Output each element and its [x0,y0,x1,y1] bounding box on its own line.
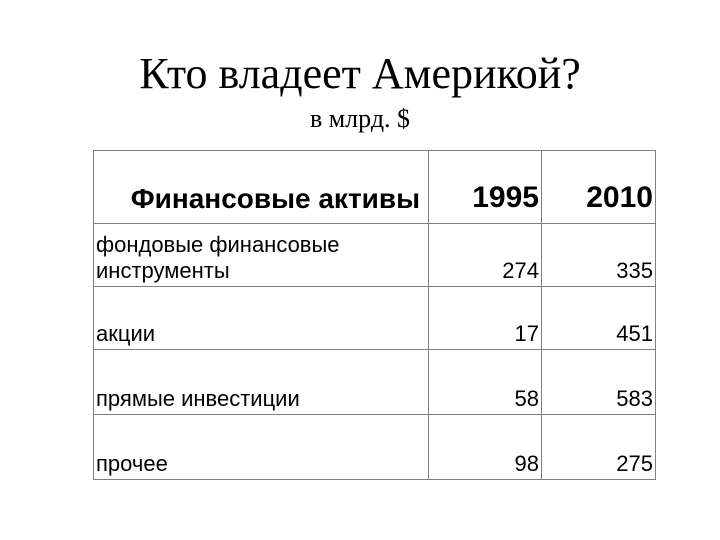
header-2010: 2010 [541,150,656,224]
value-2010: 335 [541,223,656,287]
table-row: фондовые финансовые инструменты 274 335 [93,223,656,287]
header-1995: 1995 [428,150,542,224]
value-2010: 451 [541,286,656,350]
slide-subtitle: в млрд. $ [309,104,411,133]
row-label: прямые инвестиции [93,349,429,415]
slide-title: Кто владеет Америкой? [139,49,581,98]
row-label: фондовые финансовые инструменты [93,223,429,287]
assets-table: Финансовые активы 1995 2010 фондовые фин… [93,150,656,480]
value-2010: 275 [541,414,656,480]
row-label: прочее [93,414,429,480]
value-2010: 583 [541,349,656,415]
table-row: прямые инвестиции 58 583 [93,349,656,415]
value-1995: 17 [428,286,542,350]
value-1995: 98 [428,414,542,480]
header-assets: Финансовые активы [93,150,429,224]
row-label: акции [93,286,429,350]
value-1995: 58 [428,349,542,415]
table-header-row: Финансовые активы 1995 2010 [93,150,656,224]
value-1995: 274 [428,223,542,287]
table-row: акции 17 451 [93,286,656,350]
table-row: прочее 98 275 [93,414,656,480]
